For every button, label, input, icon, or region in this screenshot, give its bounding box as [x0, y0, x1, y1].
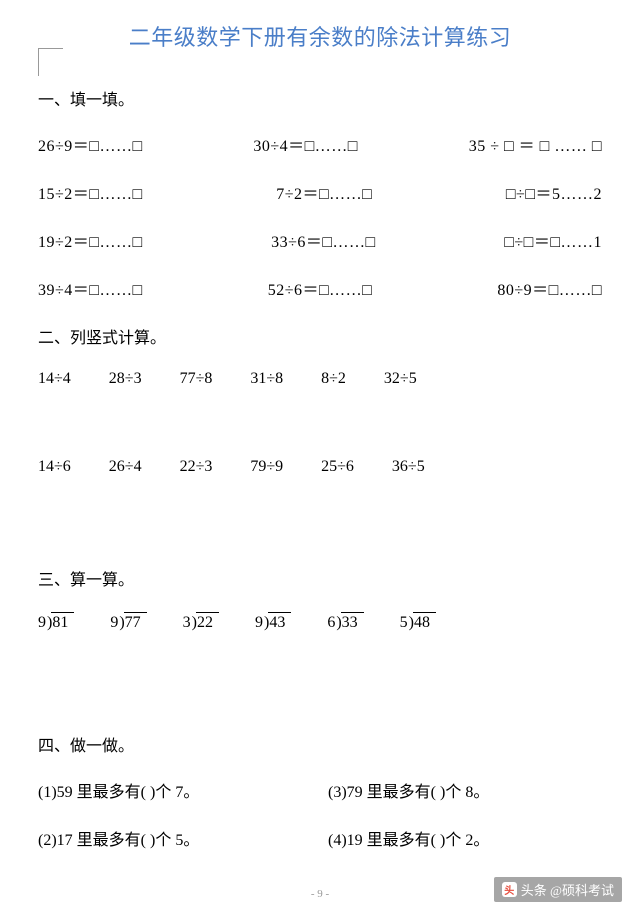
- calc-item: 14÷4: [38, 370, 71, 388]
- toutiao-icon: 头: [502, 882, 517, 897]
- calc-item: 79÷9: [250, 458, 283, 476]
- calc-item: 22÷3: [180, 458, 213, 476]
- calc-item: 36÷5: [392, 458, 425, 476]
- problem-row: (1)59 里最多有( )个 7。 (3)79 里最多有( )个 8。: [38, 778, 602, 802]
- section-2-head: 二、列竖式计算。: [38, 324, 602, 348]
- fill-item: 30÷4＝□……□: [253, 132, 358, 156]
- fill-item: 35 ÷ □ ＝ □ …… □: [469, 132, 602, 156]
- fill-item: 26÷9＝□……□: [38, 132, 143, 156]
- calc-item: 28÷3: [109, 370, 142, 388]
- section-4-head: 四、做一做。: [38, 732, 602, 756]
- fill-row: 39÷4＝□……□ 52÷6＝□……□ 80÷9＝□……□: [38, 276, 602, 300]
- section-3-head: 三、算一算。: [38, 566, 602, 590]
- calc-item: 31÷8: [250, 370, 283, 388]
- long-division-item: 9)77: [110, 612, 146, 632]
- fill-item: 7÷2＝□……□: [276, 180, 372, 204]
- corner-crop-mark: [38, 48, 63, 76]
- vertical-calc-row: 14÷6 26÷4 22÷3 79÷9 25÷6 36÷5: [38, 458, 602, 476]
- fill-item: 39÷4＝□……□: [38, 276, 143, 300]
- long-division-item: 9)81: [38, 612, 74, 632]
- calc-item: 26÷4: [109, 458, 142, 476]
- long-division-item: 3)22: [183, 612, 219, 632]
- page-title: 二年级数学下册有余数的除法计算练习: [38, 20, 602, 52]
- problem-item: (2)17 里最多有( )个 5。: [38, 826, 328, 850]
- problem-item: (3)79 里最多有( )个 8。: [328, 778, 489, 802]
- long-division-item: 6)33: [327, 612, 363, 632]
- problem-row: (2)17 里最多有( )个 5。 (4)19 里最多有( )个 2。: [38, 826, 602, 850]
- fill-item: 52÷6＝□……□: [268, 276, 373, 300]
- vertical-calc-row: 14÷4 28÷3 77÷8 31÷8 8÷2 32÷5: [38, 370, 602, 388]
- section-1-rows: 26÷9＝□……□ 30÷4＝□……□ 35 ÷ □ ＝ □ …… □ 15÷2…: [38, 132, 602, 300]
- fill-item: □÷□＝5……2: [506, 180, 602, 204]
- fill-row: 15÷2＝□……□ 7÷2＝□……□ □÷□＝5……2: [38, 180, 602, 204]
- problem-item: (4)19 里最多有( )个 2。: [328, 826, 489, 850]
- fill-item: 19÷2＝□……□: [38, 228, 143, 252]
- watermark-text: 头条 @硕科考试: [521, 880, 614, 899]
- fill-item: □÷□＝□……1: [504, 228, 602, 252]
- calc-item: 25÷6: [321, 458, 354, 476]
- watermark: 头 头条 @硕科考试: [494, 877, 622, 902]
- fill-item: 33÷6＝□……□: [271, 228, 376, 252]
- fill-item: 80÷9＝□……□: [497, 276, 602, 300]
- calc-item: 77÷8: [180, 370, 213, 388]
- long-division-item: 5)48: [400, 612, 436, 632]
- calc-item: 8÷2: [321, 370, 346, 388]
- long-division-item: 9)43: [255, 612, 291, 632]
- problem-item: (1)59 里最多有( )个 7。: [38, 778, 328, 802]
- long-division-row: 9)81 9)77 3)22 9)43 6)33 5)48: [38, 612, 602, 632]
- fill-item: 15÷2＝□……□: [38, 180, 143, 204]
- section-1-head: 一、填一填。: [38, 86, 602, 110]
- fill-row: 26÷9＝□……□ 30÷4＝□……□ 35 ÷ □ ＝ □ …… □: [38, 132, 602, 156]
- calc-item: 32÷5: [384, 370, 417, 388]
- fill-row: 19÷2＝□……□ 33÷6＝□……□ □÷□＝□……1: [38, 228, 602, 252]
- calc-item: 14÷6: [38, 458, 71, 476]
